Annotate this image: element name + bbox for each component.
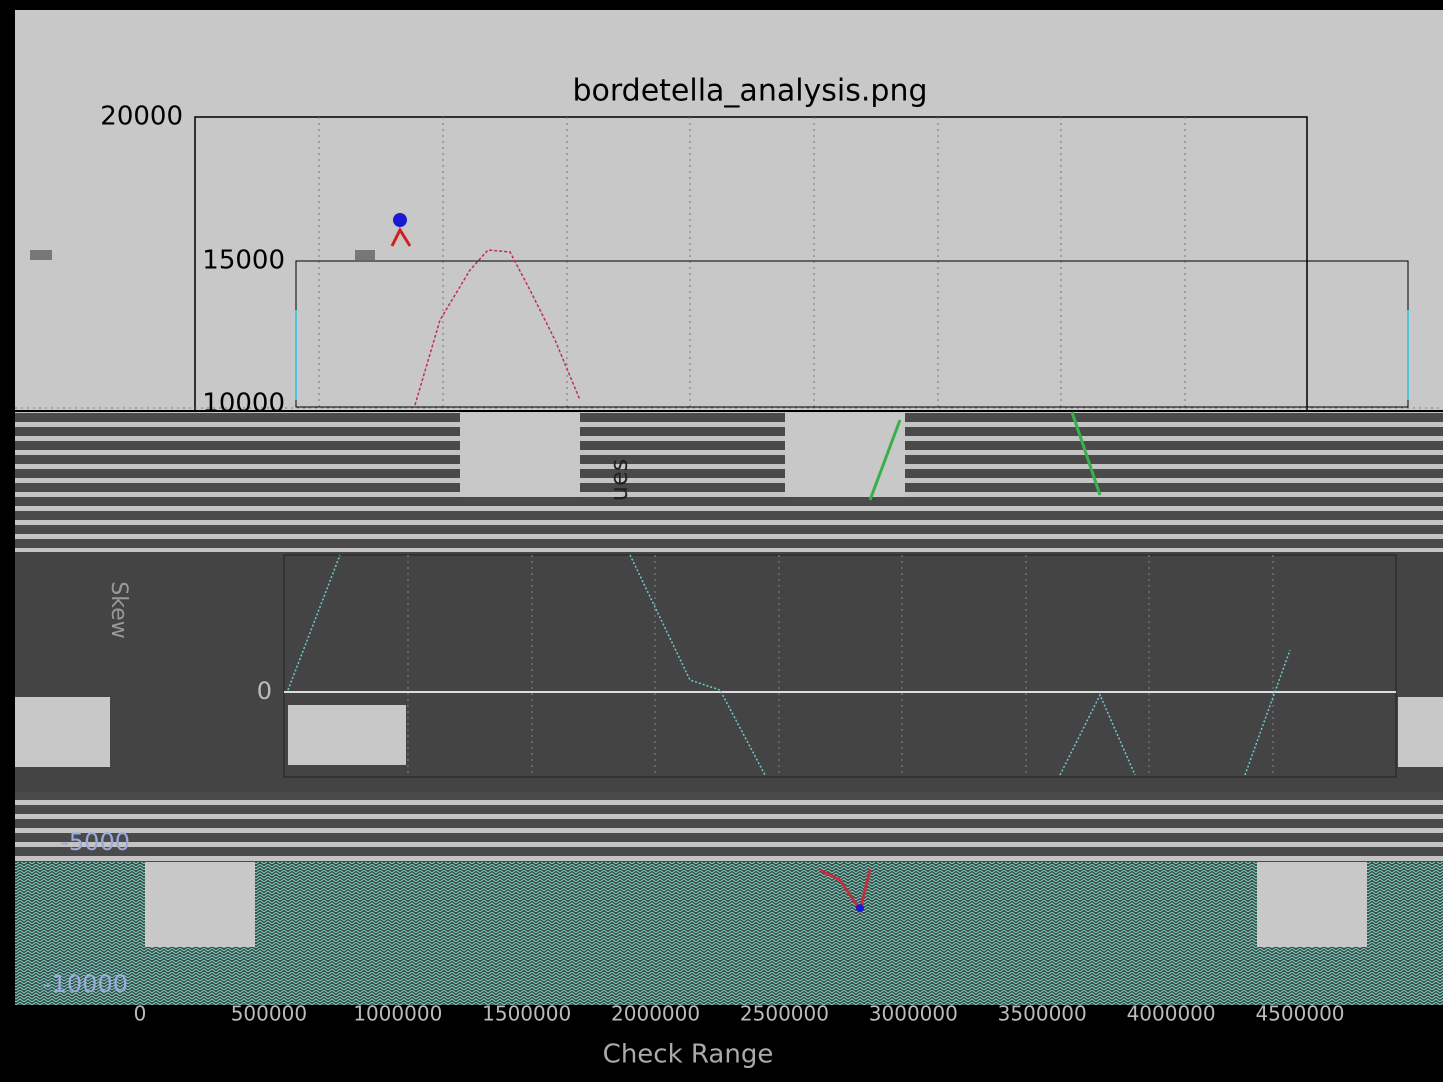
x-tick-label: 2000000 [611,1002,700,1026]
glitch-block [460,412,580,497]
x-tick-label: 3500000 [998,1002,1087,1026]
x-tick-label: 3000000 [869,1002,958,1026]
glitch-block [1257,862,1367,947]
glitch-block [145,862,255,947]
x-axis-label: Check Range [603,1040,774,1070]
glitch-block [1398,697,1443,767]
curve [414,249,581,406]
glitch-block [15,697,110,767]
axes-frame-3 [283,554,1397,778]
x-tick-label: 2500000 [740,1002,829,1026]
x-tick-label: 4000000 [1127,1002,1216,1026]
x-tick-label: 1500000 [482,1002,571,1026]
y-tick-label: -5000 [60,828,130,856]
grid [15,117,1443,410]
curve [1059,693,1136,776]
curve [629,554,766,776]
y-tick-label: -10000 [43,970,128,998]
panel-label: ues [605,459,633,501]
curve [1070,411,1102,496]
artifact [30,250,52,260]
x-tick-label: 500000 [231,1002,307,1026]
artifact [355,250,375,260]
x-tick-label: 1000000 [353,1002,442,1026]
marker [856,904,864,912]
curve [819,868,872,914]
glitch-block [288,705,406,765]
grid [407,555,1274,777]
curve [287,554,341,691]
skew-panel [15,552,1443,792]
y-tick-label: 0 [257,677,272,705]
x-tick-labels: 0 500000 1000000 1500000 2000000 2500000 30000… [134,1002,1345,1026]
glitch-block [785,412,905,497]
window-title: bordetella_analysis.png [572,74,927,109]
y-tick-label: 20000 [100,102,183,132]
marker-stem [390,226,412,247]
curve [868,419,902,501]
panel-label: Skew [106,581,131,638]
glitch-band [15,412,1443,552]
figure-top [15,10,1443,410]
glitch-band [15,792,1443,862]
x-tick-label: 0 [134,1002,147,1026]
x-tick-label: 4500000 [1255,1002,1344,1026]
y-tick-label: 15000 [202,246,285,276]
marker [393,213,407,227]
